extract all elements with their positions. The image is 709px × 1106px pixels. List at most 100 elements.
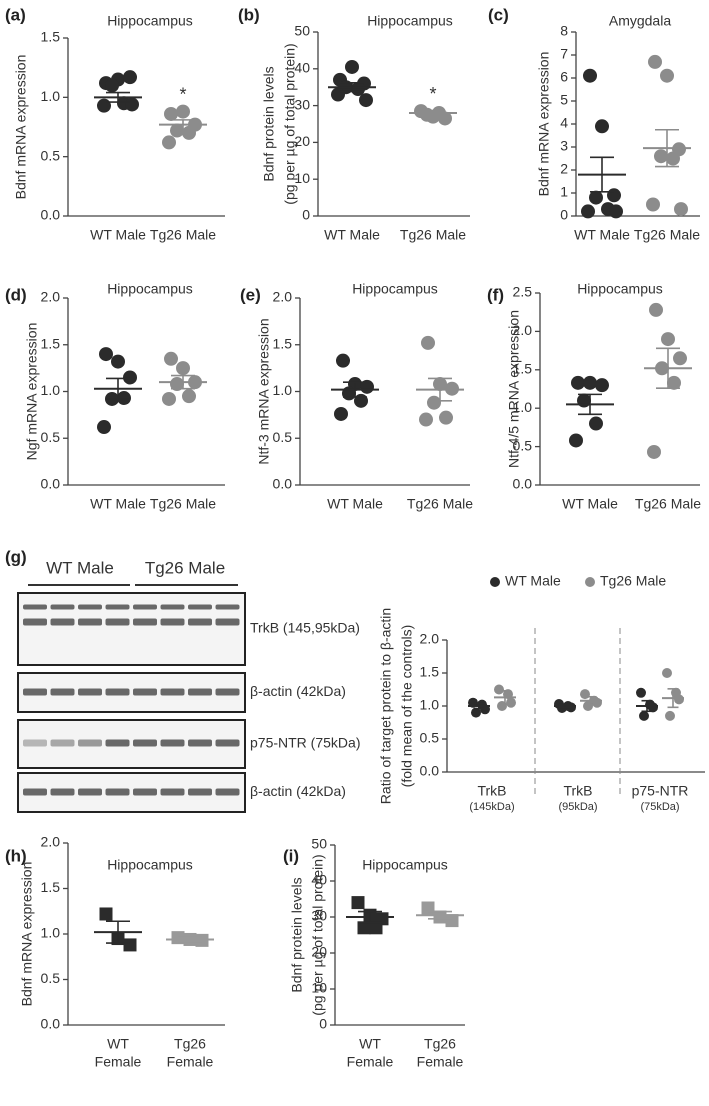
data-point bbox=[170, 377, 184, 392]
legend-label: WT Male bbox=[505, 573, 561, 589]
y-tick-label: 0.0 bbox=[513, 476, 533, 492]
y-tick-label: 0.5 bbox=[273, 429, 293, 445]
data-point bbox=[577, 393, 591, 408]
data-point bbox=[419, 412, 433, 427]
x-tick-label: p75-NTR bbox=[632, 783, 689, 799]
data-point bbox=[336, 353, 350, 368]
y-tick-label: 0.5 bbox=[513, 437, 533, 453]
y-tick-label: 0 bbox=[319, 1016, 327, 1032]
blot-band bbox=[188, 739, 212, 747]
panel-label: (e) bbox=[240, 285, 261, 304]
data-point bbox=[97, 98, 111, 113]
data-point bbox=[569, 433, 583, 448]
data-point bbox=[439, 410, 453, 425]
x-tick-label: Female bbox=[95, 1054, 142, 1070]
data-point bbox=[654, 149, 668, 164]
y-tick-label: 1.0 bbox=[273, 382, 293, 398]
blot-band bbox=[188, 618, 212, 626]
blot-band bbox=[133, 604, 157, 610]
data-point bbox=[595, 119, 609, 134]
blot-band bbox=[133, 739, 157, 747]
blot-band bbox=[23, 788, 47, 796]
data-point bbox=[595, 378, 609, 393]
blot-band bbox=[78, 604, 102, 610]
x-tick-label: Tg26 Male bbox=[150, 496, 216, 512]
blot-band bbox=[50, 739, 75, 747]
y-axis-label: Ratio of target protein to β-actin bbox=[378, 608, 394, 804]
blot-band bbox=[160, 688, 185, 696]
y-tick-label: 6 bbox=[560, 69, 568, 85]
y-tick-label: 1.0 bbox=[41, 382, 61, 398]
x-tick-label: WT Male bbox=[562, 496, 618, 512]
y-tick-label: 30 bbox=[294, 96, 310, 112]
y-tick-label: 2.0 bbox=[513, 322, 533, 338]
data-point bbox=[359, 93, 373, 108]
x-tick-label: Female bbox=[167, 1054, 214, 1070]
data-point bbox=[162, 135, 176, 150]
data-point bbox=[609, 204, 623, 219]
y-axis-label: Bdnf mRNA expression bbox=[13, 55, 29, 200]
y-tick-label: 1.5 bbox=[273, 335, 293, 351]
data-point bbox=[506, 697, 516, 708]
data-point bbox=[357, 921, 371, 935]
data-point bbox=[674, 202, 688, 217]
blot-band bbox=[215, 788, 240, 796]
panel-title: Hippocampus bbox=[352, 281, 438, 297]
y-tick-label: 50 bbox=[294, 23, 310, 39]
y-tick-label: 1.0 bbox=[41, 925, 61, 941]
data-point bbox=[647, 444, 661, 459]
data-point bbox=[471, 707, 481, 718]
data-point bbox=[665, 710, 675, 721]
blot-band bbox=[133, 618, 157, 626]
y-tick-label: 20 bbox=[311, 944, 327, 960]
data-point bbox=[662, 668, 672, 678]
y-tick-label: 5 bbox=[560, 92, 568, 108]
data-point bbox=[369, 921, 383, 935]
x-tick-label: Tg26 Male bbox=[635, 496, 701, 512]
panel-label: (c) bbox=[488, 5, 509, 24]
blot-band bbox=[188, 788, 212, 796]
blot-label: β-actin (42kDa) bbox=[250, 683, 346, 699]
blot-band bbox=[160, 739, 185, 747]
blot-band bbox=[78, 739, 102, 747]
y-tick-label: 40 bbox=[294, 60, 310, 76]
y-tick-label: 2.0 bbox=[273, 289, 293, 305]
data-point bbox=[639, 710, 649, 721]
y-tick-label: 4 bbox=[560, 115, 568, 131]
blot-label: β-actin (42kDa) bbox=[250, 783, 346, 799]
data-point bbox=[660, 68, 674, 83]
blot-band bbox=[160, 604, 185, 610]
data-point bbox=[673, 351, 687, 366]
x-tick-label: WT Male bbox=[90, 227, 146, 243]
data-point bbox=[581, 204, 595, 219]
data-point bbox=[111, 354, 125, 369]
data-point bbox=[182, 389, 196, 404]
data-point bbox=[99, 347, 113, 362]
y-axis-label: Ngf mRNA expression bbox=[24, 323, 40, 461]
blot-band bbox=[50, 618, 75, 626]
y-axis-label: (pg per µg of total protein) bbox=[282, 43, 298, 204]
blot-box bbox=[17, 719, 246, 769]
panel-title: Hippocampus bbox=[362, 857, 448, 873]
data-point bbox=[589, 190, 603, 205]
data-point bbox=[164, 351, 178, 366]
blot-band bbox=[23, 739, 47, 747]
data-point bbox=[331, 87, 345, 102]
x-tick-label: Tg26 bbox=[174, 1036, 206, 1052]
x-tick-label: (75kDa) bbox=[640, 801, 679, 813]
data-point bbox=[580, 689, 590, 700]
panel-title: Hippocampus bbox=[107, 281, 193, 297]
y-tick-label: 2.5 bbox=[513, 284, 533, 300]
data-point bbox=[592, 697, 602, 708]
y-tick-label: 0 bbox=[302, 207, 310, 223]
data-point bbox=[176, 361, 190, 376]
panel-label: (b) bbox=[238, 5, 260, 24]
y-tick-label: 1.0 bbox=[420, 697, 440, 713]
y-tick-label: 0.0 bbox=[273, 476, 293, 492]
significance: * bbox=[179, 84, 186, 104]
data-point bbox=[342, 386, 356, 401]
x-tick-label: (145kDa) bbox=[469, 801, 514, 813]
panel-title: Hippocampus bbox=[107, 857, 193, 873]
x-tick-label: WT Male bbox=[90, 496, 146, 512]
panel-label: (g) bbox=[5, 547, 27, 566]
